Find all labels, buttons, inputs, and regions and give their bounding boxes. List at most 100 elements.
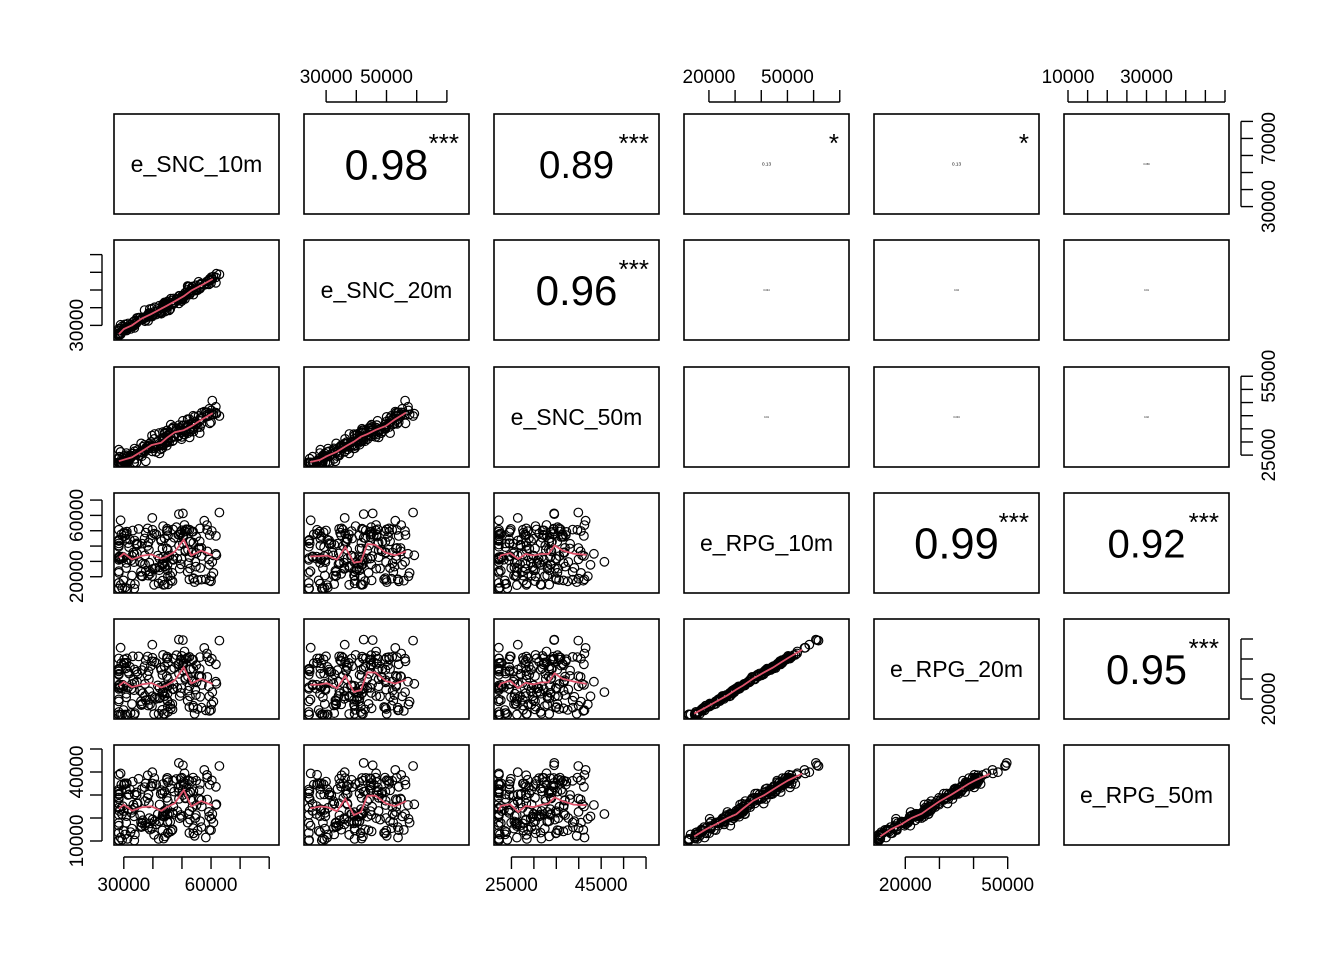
point-5-2-82: [573, 823, 584, 834]
point-5-2-106: [565, 790, 575, 800]
point-5-2-144: [589, 800, 599, 810]
point-3-1-141: [395, 543, 406, 553]
point-3-1-155: [380, 536, 391, 547]
point-5-2-161: [493, 788, 504, 799]
point-5-0-119: [173, 758, 184, 768]
point-4-2-196: [530, 696, 540, 707]
point-3-1-185: [319, 570, 330, 581]
point-4-2-169: [599, 687, 610, 697]
point-5-1-125: [317, 833, 328, 844]
point-3-2-158: [558, 575, 569, 586]
smooth-line-5-2: [497, 796, 587, 814]
point-5-0-124: [182, 817, 193, 828]
point-5-1-73: [393, 832, 403, 843]
point-3-2-174: [580, 515, 591, 526]
point-5-1-49: [319, 834, 330, 845]
point-4-2-174: [580, 643, 591, 653]
point-5-1-134: [321, 776, 331, 787]
point-3-1-168: [371, 531, 382, 542]
point-5-3-174: [799, 765, 810, 775]
smooth-line-3-1: [310, 543, 407, 564]
point-3-1-192: [326, 538, 337, 549]
point-3-2-161: [493, 536, 504, 546]
point-5-2-158: [558, 826, 569, 837]
point-3-1-165: [341, 533, 352, 544]
point-4-0-114: [146, 656, 157, 667]
point-5-2-100: [554, 801, 565, 812]
point-3-0-118: [164, 550, 175, 561]
point-4-2-36: [512, 639, 523, 650]
point-5-2-145: [512, 832, 522, 843]
point-5-2-77: [585, 811, 596, 822]
point-4-2-122: [544, 709, 555, 719]
point-3-0-171: [151, 563, 161, 573]
point-5-0-73: [200, 832, 211, 843]
point-4-0-103: [152, 680, 163, 691]
point-3-0-27: [149, 579, 160, 590]
point-3-1-182: [377, 536, 388, 547]
point-3-1-163: [330, 571, 341, 582]
point-4-1-107: [366, 688, 377, 698]
point-3-2-186: [569, 563, 580, 573]
axis-tick-label-left-5-1: 40000: [67, 746, 88, 799]
point-3-0-195: [195, 523, 205, 534]
point-4-2-119: [549, 634, 560, 645]
point-5-1-31: [305, 768, 316, 779]
point-4-1-127: [371, 691, 382, 701]
point-3-0-185: [127, 570, 137, 581]
point-4-2-140: [509, 692, 520, 703]
point-5-1-176: [358, 775, 368, 786]
point-2-1-162: [409, 408, 420, 419]
point-5-2-198: [548, 782, 559, 793]
point-3-2-193: [551, 574, 562, 585]
point-4-2-172: [523, 681, 533, 691]
point-5-2-109: [538, 782, 549, 793]
point-5-1-177: [313, 826, 324, 836]
point-5-3-136: [790, 779, 801, 789]
point-4-0-165: [145, 661, 156, 671]
point-4-2-152: [551, 684, 562, 694]
point-5-1-80: [360, 773, 371, 783]
point-5-2-191: [500, 789, 511, 800]
point-5-1-156: [333, 820, 344, 831]
point-3-0-63: [113, 566, 124, 577]
point-3-1-67: [384, 527, 395, 537]
point-5-1-192: [326, 790, 337, 801]
point-3-1-127: [371, 563, 382, 574]
panel-frame-1-5: [1063, 239, 1230, 341]
point-4-1-171: [339, 693, 350, 704]
point-3-0-152: [167, 554, 178, 565]
point-3-0-180: [119, 527, 129, 538]
point-4-2-24: [539, 701, 550, 711]
point-4-1-178: [346, 653, 357, 664]
axis-tick-label-left-3-1: 60000: [67, 489, 88, 542]
point-4-1-83: [385, 664, 396, 674]
point-4-0-27: [149, 709, 160, 719]
point-5-0-90: [129, 829, 140, 840]
correlation-value-1-5: 0.01: [1144, 289, 1149, 292]
point-3-0-188: [139, 533, 150, 544]
point-3-1-115: [324, 539, 335, 550]
point-4-1-158: [366, 703, 377, 714]
point-4-1-150: [371, 646, 382, 657]
point-4-2-106: [565, 665, 575, 676]
point-3-1-171: [339, 563, 350, 573]
point-5-1-121: [391, 801, 402, 812]
point-4-0-194: [162, 673, 173, 684]
point-5-1-162: [409, 799, 420, 810]
point-1-0-165: [145, 308, 156, 319]
panel-frame-0-1: [303, 113, 470, 215]
point-3-2-176: [531, 524, 542, 535]
point-5-1-140: [344, 816, 355, 827]
point-5-1-167: [315, 811, 325, 821]
point-4-1-191: [319, 668, 330, 679]
point-5-4-150: [981, 768, 992, 779]
point-2-1-174: [390, 406, 401, 417]
point-5-2-121: [579, 801, 589, 812]
point-5-2-178: [522, 774, 533, 785]
point-4-1-89: [392, 702, 403, 713]
point-5-1-129: [396, 770, 407, 780]
point-3-2-196: [530, 565, 540, 576]
point-4-1-119: [358, 634, 369, 645]
point-3-0-173: [204, 575, 215, 586]
